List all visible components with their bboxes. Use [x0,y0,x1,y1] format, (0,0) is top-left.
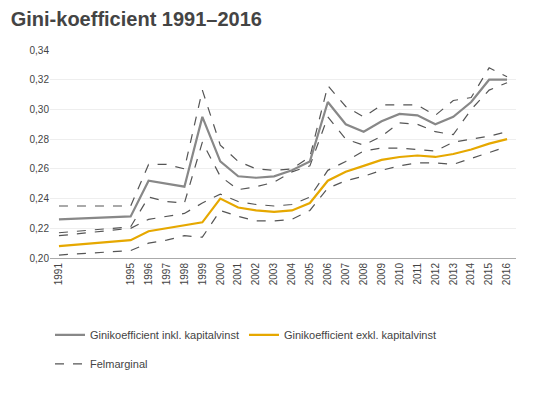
svg-text:Felmarginal: Felmarginal [90,358,147,370]
svg-text:0,22: 0,22 [30,223,50,234]
svg-text:2001: 2001 [232,263,243,286]
svg-text:Ginikoefficient inkl. kapitalv: Ginikoefficient inkl. kapitalvinst [90,329,239,341]
svg-text:2013: 2013 [448,263,459,286]
svg-text:2003: 2003 [268,263,279,286]
svg-text:2005: 2005 [304,263,315,286]
svg-text:2004: 2004 [286,263,297,286]
svg-text:2014: 2014 [465,263,476,286]
svg-text:Ginikoefficient exkl. kapitalv: Ginikoefficient exkl. kapitalvinst [284,329,436,341]
svg-text:2010: 2010 [394,263,405,286]
svg-text:2016: 2016 [501,263,512,286]
svg-text:2007: 2007 [340,263,351,286]
svg-text:0,28: 0,28 [30,134,50,145]
svg-text:Gini-koefficient 1991–2016: Gini-koefficient 1991–2016 [11,8,262,30]
svg-text:1995: 1995 [125,263,136,286]
svg-text:0,26: 0,26 [30,163,50,174]
svg-text:2008: 2008 [358,263,369,286]
svg-text:1991: 1991 [53,263,64,286]
svg-text:1999: 1999 [197,263,208,286]
svg-text:2000: 2000 [215,263,226,286]
svg-text:0,30: 0,30 [30,104,50,115]
svg-text:2015: 2015 [483,263,494,286]
svg-text:2002: 2002 [250,263,261,286]
svg-text:1998: 1998 [179,263,190,286]
svg-text:2011: 2011 [412,263,423,285]
svg-text:0,20: 0,20 [30,253,50,264]
svg-text:2009: 2009 [376,263,387,286]
svg-text:0,32: 0,32 [30,74,50,85]
svg-text:0,34: 0,34 [30,45,50,56]
svg-text:2006: 2006 [322,263,333,286]
svg-text:2012: 2012 [430,263,441,286]
svg-text:1997: 1997 [161,263,172,286]
svg-text:0,24: 0,24 [30,193,50,204]
svg-text:1996: 1996 [143,263,154,286]
